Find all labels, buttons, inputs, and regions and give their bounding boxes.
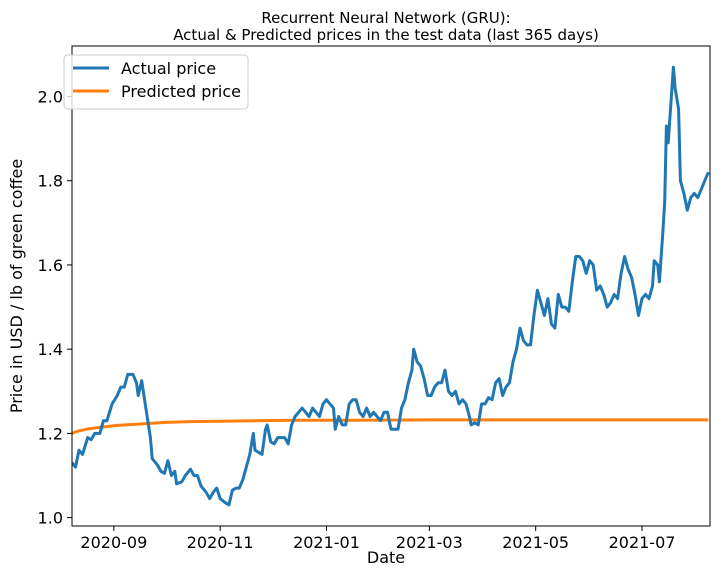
y-tick-label: 1.8 — [38, 172, 63, 191]
y-tick-label: 1.0 — [38, 509, 63, 528]
legend-label-predicted: Predicted price — [121, 82, 241, 101]
x-tick-label: 2021-01 — [293, 533, 360, 552]
y-tick-label: 1.6 — [38, 256, 63, 275]
x-tick-label: 2021-05 — [502, 533, 569, 552]
chart-subtitle: Actual & Predicted prices in the test da… — [173, 26, 599, 44]
legend-box — [63, 54, 249, 110]
x-tick-label: 2021-03 — [396, 533, 463, 552]
series-line-predicted — [72, 418, 709, 435]
x-tick-label: 2020-09 — [80, 533, 147, 552]
x-axis: 2020-09 2020-11 2021-01 2021-03 2021-05 2021-… — [80, 526, 675, 552]
x-tick-label: 2020-11 — [187, 533, 254, 552]
series-line-actual — [72, 65, 710, 507]
y-tick-label: 2.0 — [38, 88, 63, 107]
chart-title: Recurrent Neural Network (GRU): — [261, 9, 510, 27]
y-axis: 1.0 1.2 1.4 1.6 1.8 2.0 — [38, 88, 72, 528]
legend-label-actual: Actual price — [121, 59, 216, 78]
y-tick-label: 1.4 — [38, 340, 63, 359]
x-axis-label: Date — [367, 548, 405, 567]
series-layer — [72, 65, 710, 507]
x-tick-label: 2021-07 — [609, 533, 676, 552]
y-axis-label: Price in USD / lb of green coffee — [7, 159, 26, 413]
legend: Actual price Predicted price — [63, 54, 249, 110]
axes-frame — [71, 45, 711, 527]
y-tick-label: 1.2 — [38, 424, 63, 443]
